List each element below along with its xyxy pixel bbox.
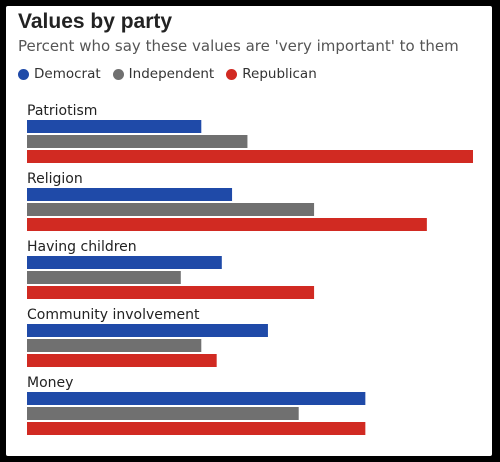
category-label-religion: Religion [27,171,83,187]
category-label-community-involvement: Community involvement [27,307,200,323]
legend-item-republican: Republican [226,66,317,82]
category-label-money: Money [27,375,73,391]
bar-having-children-democrat [27,256,222,269]
category-label-patriotism: Patriotism [27,103,97,119]
legend: Democrat Independent Republican [18,64,329,84]
bar-money-democrat [27,392,366,405]
bar-religion-independent [27,203,315,216]
legend-label-independent: Independent [128,66,215,82]
bar-community-involvement-independent [27,339,202,352]
bar-patriotism-independent [27,135,248,148]
chart-subtitle: Percent who say these values are 'very i… [18,37,459,55]
chart-title: Values by party [18,10,173,33]
legend-swatch-republican [226,68,238,80]
bar-patriotism-republican [27,150,473,163]
bar-community-involvement-republican [27,354,217,367]
bar-having-children-republican [27,286,315,299]
bar-having-children-independent [27,271,181,284]
category-label-having-children: Having children [27,239,137,255]
legend-item-democrat: Democrat [18,66,101,82]
legend-item-independent: Independent [112,66,215,82]
legend-swatch-independent [112,68,124,80]
bar-money-republican [27,422,366,435]
bar-religion-democrat [27,188,233,201]
bar-religion-republican [27,218,427,231]
legend-label-republican: Republican [242,66,317,82]
bar-community-involvement-democrat [27,324,268,337]
legend-label-democrat: Democrat [34,66,101,82]
bar-money-independent [27,407,299,420]
bar-patriotism-democrat [27,120,202,133]
legend-swatch-democrat [18,68,29,80]
